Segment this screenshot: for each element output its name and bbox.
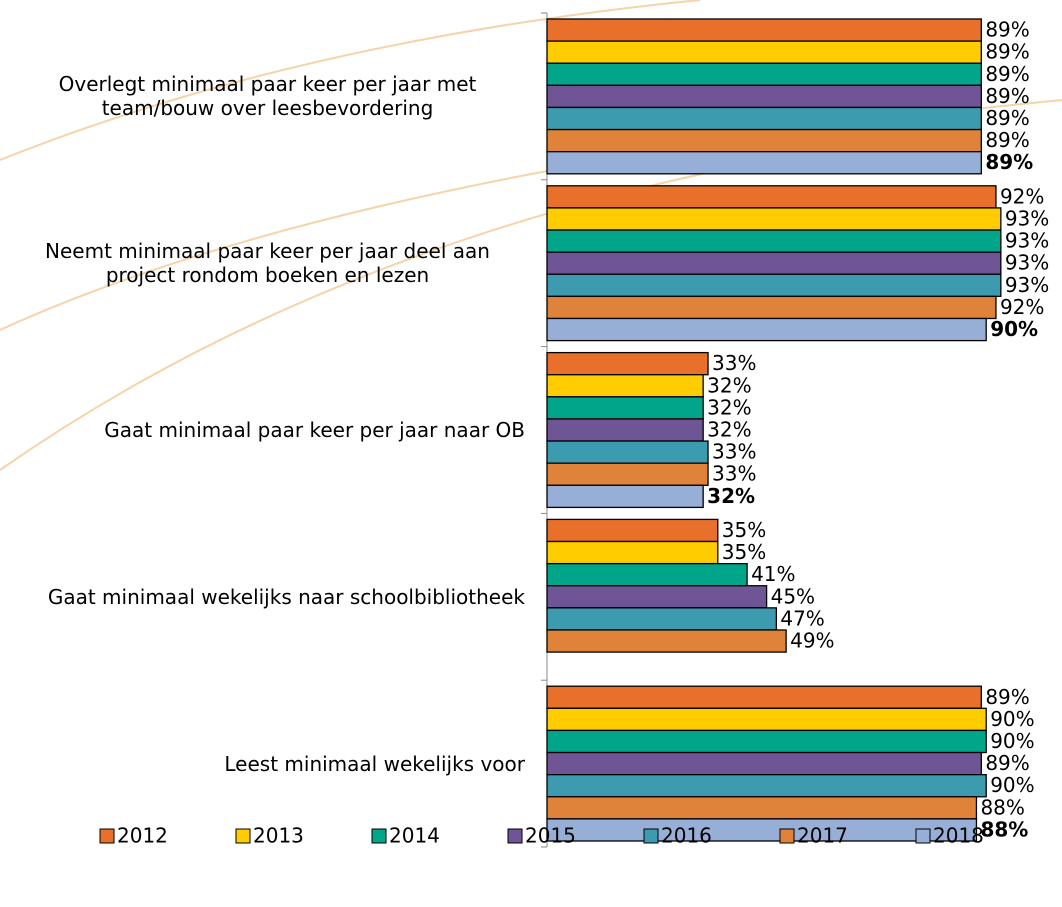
data-label: 89% [985, 84, 1029, 108]
legend-swatch [371, 828, 387, 844]
bar [546, 106, 982, 131]
data-label: 90% [990, 729, 1034, 753]
category-label: Neemt minimaal paar keer per jaar deel a… [45, 239, 490, 288]
data-label: 49% [790, 629, 834, 653]
data-label: 93% [1005, 273, 1049, 297]
data-label: 33% [712, 462, 756, 486]
bar [546, 317, 987, 342]
bar [546, 185, 997, 209]
data-label: 89% [985, 751, 1029, 775]
bar [546, 796, 978, 820]
legend-swatch [779, 828, 795, 844]
bar [546, 774, 987, 798]
bar [546, 207, 1002, 231]
category-label: Leest minimaal wekelijks voor [224, 751, 525, 776]
data-label: 33% [712, 351, 756, 375]
data-label: 89% [985, 18, 1029, 42]
bar [546, 707, 987, 732]
data-label: 93% [1005, 251, 1049, 275]
bar [546, 40, 982, 64]
data-label: 47% [780, 606, 824, 630]
legend-label: 2017 [797, 824, 848, 848]
category-label-box: Gaat minimaal wekelijks naar schoolbibli… [5, 585, 525, 609]
data-label: 41% [751, 562, 795, 586]
bar [546, 351, 709, 376]
legend-swatch [643, 828, 659, 844]
bar [546, 484, 704, 509]
category-label: Gaat minimaal wekelijks naar schoolbibli… [47, 584, 525, 609]
data-label: 35% [722, 540, 766, 564]
data-label: 32% [707, 484, 755, 508]
bar [546, 818, 978, 842]
bar [546, 462, 709, 486]
legend-swatch [915, 828, 931, 844]
bar [546, 295, 997, 320]
bar [546, 418, 704, 442]
bar [546, 729, 987, 754]
data-label: 32% [707, 373, 751, 397]
data-label: 92% [1000, 184, 1044, 208]
legend-label: 2014 [389, 824, 440, 848]
legend-label: 2016 [661, 824, 712, 848]
data-label: 32% [707, 395, 751, 419]
data-label: 32% [707, 418, 751, 442]
data-label: 90% [990, 317, 1038, 341]
legend-swatch [507, 828, 523, 844]
bar [546, 251, 1002, 275]
bar [546, 562, 748, 587]
legend-label: 2013 [253, 824, 304, 848]
bar [546, 151, 982, 175]
legend-label: 2018 [933, 824, 984, 848]
bar [546, 685, 982, 709]
data-label: 93% [1005, 229, 1049, 253]
bar [546, 540, 719, 565]
data-label: 35% [722, 518, 766, 542]
data-label: 88% [980, 817, 1028, 841]
data-label: 92% [1000, 295, 1044, 319]
decor-curve [0, 0, 701, 161]
data-label: 89% [985, 106, 1029, 130]
legend-label: 2015 [525, 824, 576, 848]
bar [546, 607, 778, 631]
data-label: 90% [990, 773, 1034, 797]
bar [546, 374, 704, 398]
bar [546, 751, 982, 776]
legend-label: 2012 [117, 824, 168, 848]
category-label-box: Overlegt minimaal paar keer per jaar met… [5, 72, 525, 120]
data-label: 89% [985, 40, 1029, 64]
category-label-box: Leest minimaal wekelijks voor [5, 752, 525, 776]
data-label: 45% [771, 584, 815, 608]
data-label: 89% [985, 150, 1033, 174]
category-label-box: Neemt minimaal paar keer per jaar deel a… [5, 239, 525, 287]
bar [546, 229, 1002, 253]
category-label: Overlegt minimaal paar keer per jaar met… [58, 72, 477, 121]
data-label: 33% [712, 440, 756, 464]
category-label: Gaat minimaal paar keer per jaar naar OB [104, 418, 525, 442]
data-label: 88% [980, 795, 1024, 819]
legend-swatch [99, 828, 115, 844]
bar [546, 585, 768, 609]
data-label: 93% [1005, 206, 1049, 230]
category-label-box: Gaat minimaal paar keer per jaar naar OB [5, 418, 525, 442]
legend-swatch [235, 828, 251, 844]
data-label: 89% [985, 62, 1029, 86]
data-label: 89% [985, 128, 1029, 152]
bar [546, 273, 1002, 298]
data-label: 90% [990, 707, 1034, 731]
bar [546, 18, 982, 42]
bar [546, 396, 704, 420]
bar [546, 629, 787, 653]
bar [546, 84, 982, 109]
bar [546, 128, 982, 153]
data-label: 89% [985, 685, 1029, 709]
bar [546, 62, 982, 86]
bar [546, 518, 719, 543]
bar [546, 440, 709, 464]
